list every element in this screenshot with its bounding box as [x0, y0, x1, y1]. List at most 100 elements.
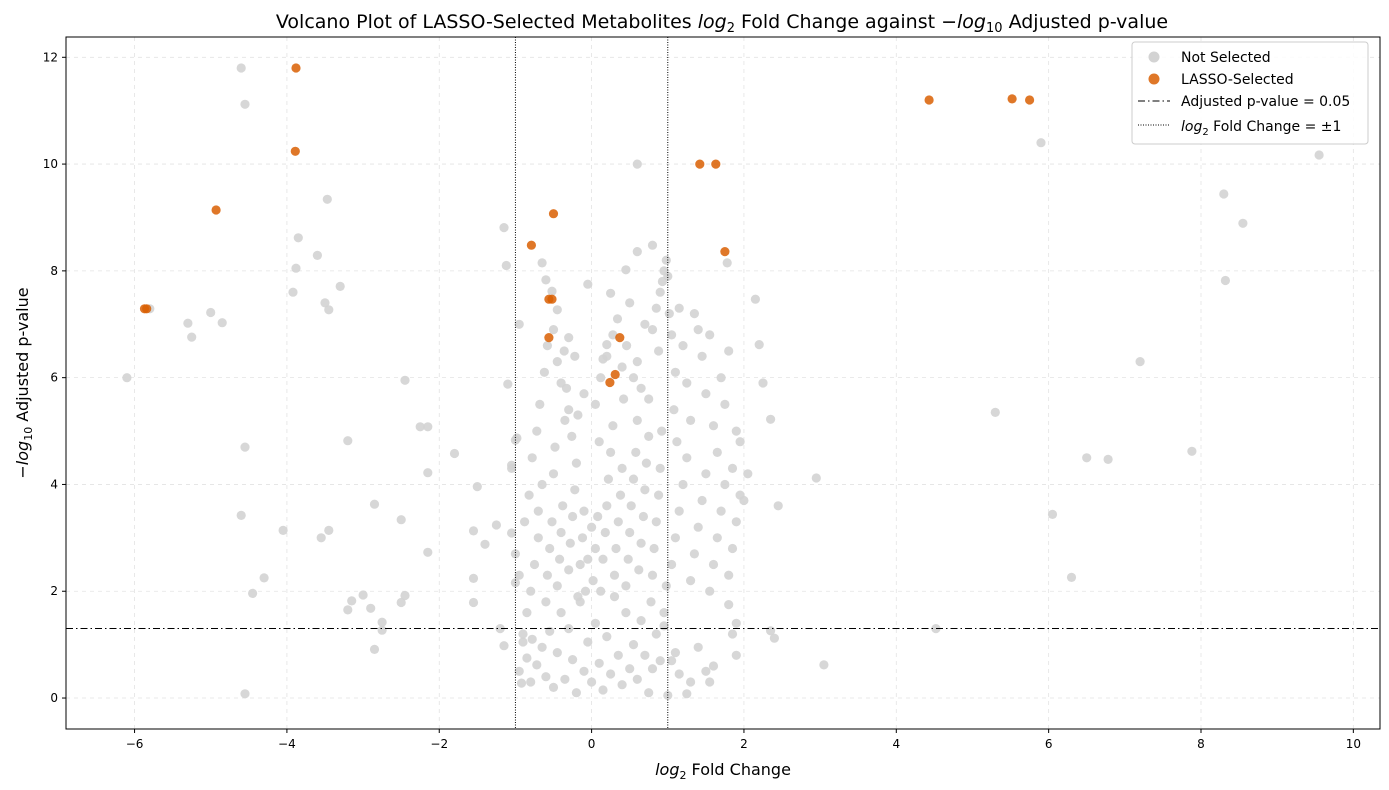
not-selected-point — [541, 597, 551, 607]
not-selected-point — [611, 543, 621, 554]
selected-point — [548, 209, 559, 219]
not-selected-point — [533, 533, 543, 543]
not-selected-point — [640, 485, 650, 495]
not-selected-point — [236, 510, 246, 520]
not-selected-point — [575, 559, 585, 570]
not-selected-point — [568, 655, 578, 665]
not-selected-point — [686, 576, 696, 586]
not-selected-point — [621, 581, 631, 591]
not-selected-point — [613, 517, 623, 527]
not-selected-point — [632, 415, 642, 425]
not-selected-point — [609, 570, 620, 580]
not-selected-point — [628, 474, 639, 484]
not-selected-point — [573, 592, 583, 602]
not-selected-point — [598, 354, 608, 364]
y-tick-label: 8 — [50, 264, 58, 278]
not-selected-point — [1187, 446, 1197, 456]
selected-point — [605, 377, 615, 388]
not-selected-point — [570, 351, 580, 361]
not-selected-point — [583, 554, 593, 564]
not-selected-point — [727, 543, 738, 554]
not-selected-point — [663, 271, 673, 281]
not-selected-point — [602, 340, 612, 350]
not-selected-point — [366, 603, 376, 613]
not-selected-point — [617, 362, 627, 372]
not-selected-point — [579, 389, 589, 399]
not-selected-point — [623, 554, 633, 564]
not-selected-point — [516, 678, 527, 688]
not-selected-point — [369, 644, 380, 655]
not-selected-point — [472, 482, 482, 492]
not-selected-point — [722, 258, 732, 268]
not-selected-point — [608, 330, 618, 340]
not-selected-point — [686, 415, 696, 425]
selected-point — [526, 240, 537, 250]
not-selected-point — [560, 674, 570, 684]
not-selected-point — [735, 437, 745, 447]
not-selected-point — [480, 539, 490, 549]
not-selected-point — [672, 437, 682, 447]
not-selected-point — [524, 490, 534, 500]
not-selected-point — [632, 159, 642, 169]
threshold-lines — [66, 37, 1380, 729]
selected-point — [544, 333, 554, 343]
not-selected-point — [565, 538, 575, 548]
not-selected-point — [617, 463, 627, 473]
not-selected-point — [606, 447, 616, 457]
not-selected-point — [541, 275, 551, 285]
not-selected-point — [621, 265, 631, 275]
not-selected-point — [343, 605, 353, 615]
not-selected-point — [1047, 509, 1058, 519]
not-selected-point — [661, 581, 671, 591]
x-tick-label: 6 — [1045, 737, 1053, 751]
x-tick-label: −4 — [278, 737, 296, 751]
legend-label-fold-change: log2 Fold Change = ±1 — [1181, 119, 1341, 138]
not-selected-point — [122, 373, 132, 383]
y-tick-label: 12 — [43, 50, 58, 64]
not-selected-point — [396, 515, 406, 525]
not-selected-point — [654, 490, 664, 500]
not-selected-point — [678, 341, 688, 351]
not-selected-point — [674, 303, 684, 313]
not-selected-point — [571, 458, 582, 468]
not-selected-point — [1219, 189, 1229, 199]
not-selected-point — [769, 633, 780, 643]
not-selected-point — [514, 666, 524, 676]
not-selected-point — [556, 608, 566, 618]
legend-label-selected: LASSO-Selected — [1181, 72, 1294, 88]
not-selected-point — [518, 637, 528, 647]
not-selected-point — [754, 340, 764, 350]
not-selected-point — [1314, 150, 1324, 160]
not-selected-point — [537, 258, 547, 268]
not-selected-point — [522, 653, 532, 663]
not-selected-point — [590, 618, 601, 628]
not-selected-point — [632, 674, 642, 684]
not-selected-point — [659, 608, 669, 618]
not-selected-point — [596, 586, 606, 596]
not-selected-point — [535, 399, 545, 409]
not-selected-point — [632, 357, 642, 367]
not-selected-point — [580, 586, 591, 596]
not-selected-point — [369, 499, 380, 509]
not-selected-point — [720, 399, 730, 409]
not-selected-point — [731, 426, 741, 436]
not-selected-point — [613, 650, 623, 660]
not-selected-point — [636, 616, 646, 626]
not-selected-point — [670, 648, 681, 658]
not-selected-point — [423, 468, 433, 478]
not-selected-point — [625, 527, 635, 538]
not-selected-point — [647, 570, 658, 580]
not-selected-point — [724, 570, 734, 580]
x-tick-label: 2 — [740, 737, 748, 751]
not-selected-point — [628, 640, 639, 650]
legend-label-pvalue: Adjusted p-value = 0.05 — [1181, 94, 1350, 110]
not-selected-point — [526, 586, 536, 596]
legend-box — [1131, 41, 1369, 145]
not-selected-point — [514, 570, 524, 580]
not-selected-point — [587, 522, 597, 532]
not-selected-point — [291, 263, 301, 273]
not-selected-point — [396, 597, 406, 608]
not-selected-point — [682, 689, 692, 699]
x-tick-label: 4 — [892, 737, 900, 751]
not-selected-point — [708, 421, 719, 431]
